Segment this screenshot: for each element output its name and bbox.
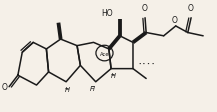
Text: H: H <box>65 86 70 92</box>
Text: H: H <box>90 85 95 91</box>
Text: O: O <box>2 82 7 91</box>
Text: Ace: Ace <box>100 51 109 56</box>
Text: O: O <box>172 16 178 25</box>
Text: HO: HO <box>102 9 113 18</box>
Text: H: H <box>111 73 116 79</box>
Text: O: O <box>141 4 147 13</box>
Text: O: O <box>187 4 193 13</box>
Text: ····: ···· <box>137 60 155 69</box>
